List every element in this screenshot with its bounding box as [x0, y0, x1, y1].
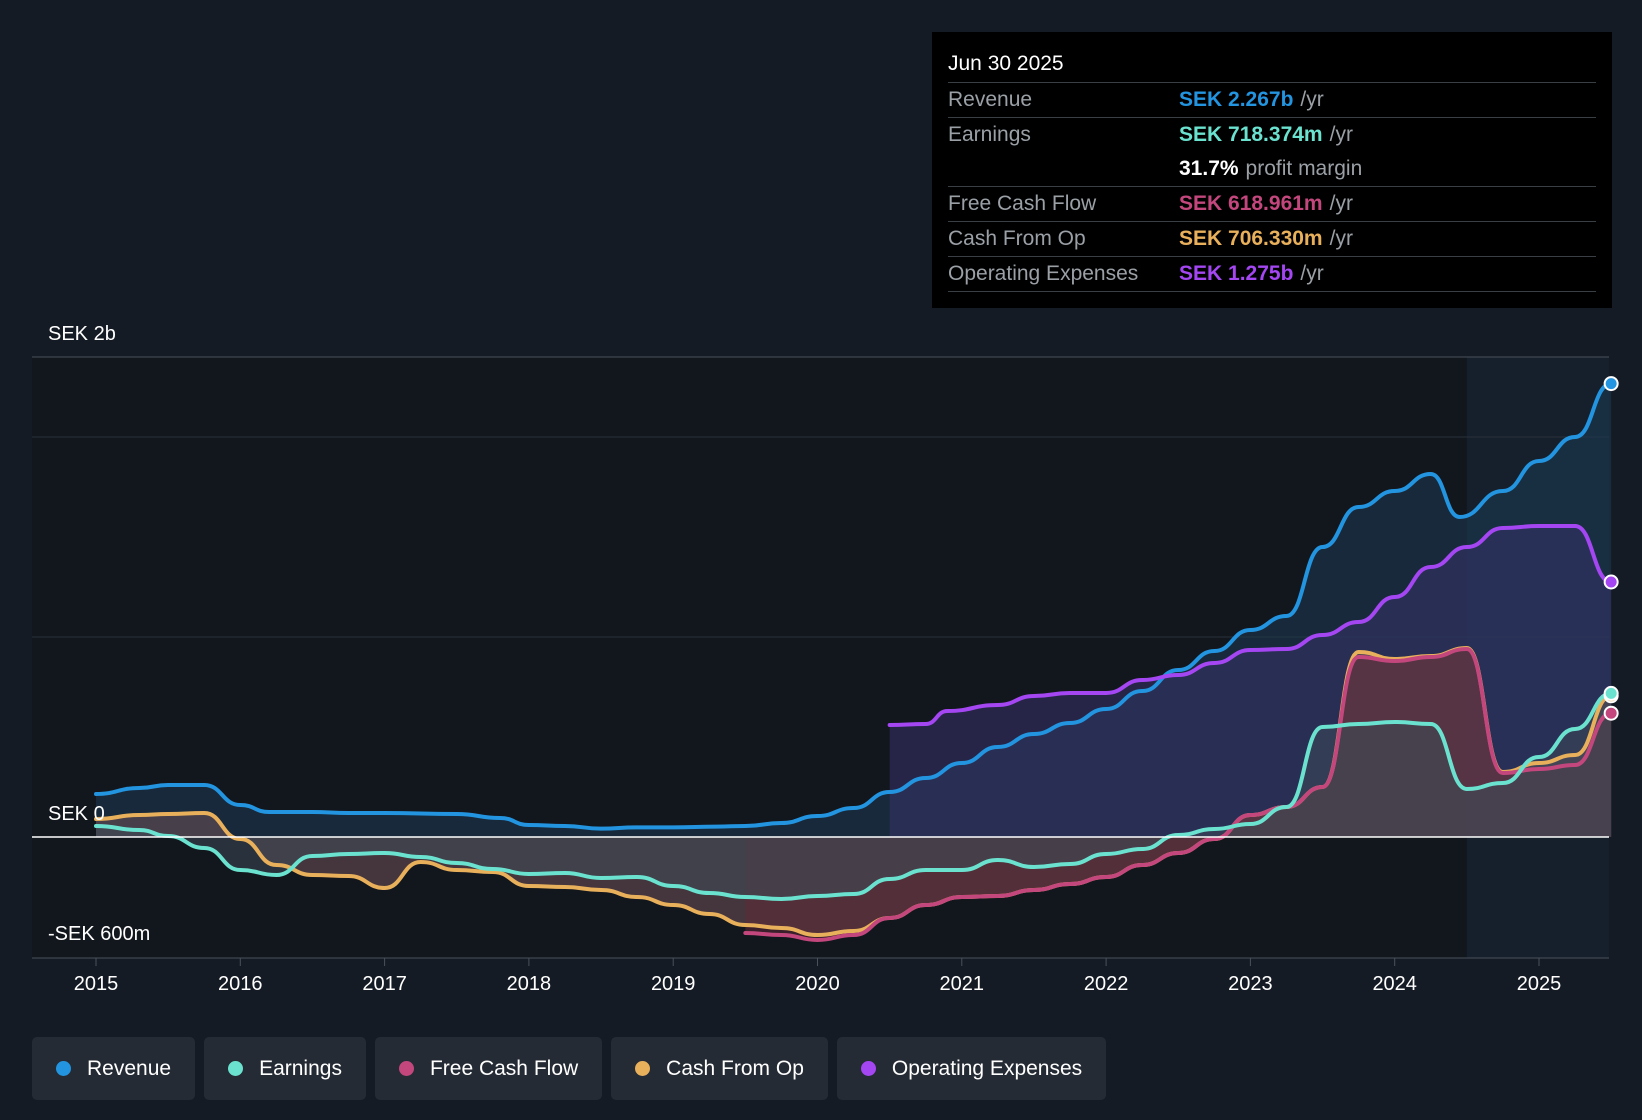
revenue-dot-icon	[56, 1061, 71, 1076]
x-tick-label: 2018	[507, 973, 552, 995]
y-label-zero: SEK 0	[48, 803, 105, 825]
tooltip-value: SEK 718.374m	[1179, 123, 1323, 146]
earnings-area	[96, 693, 1612, 899]
free-cash-flow-endpoint	[1603, 705, 1619, 721]
x-tick-label: 2017	[362, 973, 407, 995]
free-cash-flow-dot-icon	[398, 1061, 414, 1076]
x-tick-label: 2024	[1372, 973, 1417, 995]
tooltip-label: Operating Expenses	[948, 262, 1139, 285]
tooltip-row-opex: Operating Expenses SEK 1.275b /yr	[948, 257, 1596, 292]
legend-item-revenue[interactable]: Revenue	[32, 1037, 196, 1100]
y-label-bottom: -SEK 600m	[48, 923, 150, 945]
x-tick-label: 2016	[218, 973, 263, 995]
tooltip-label: Earnings	[948, 123, 1031, 146]
tooltip-row-earnings: Earnings SEK 718.374m /yr	[948, 118, 1596, 152]
revenue-line	[94, 381, 1614, 831]
tooltip-row-revenue: Revenue SEK 2.267b /yr	[948, 83, 1596, 118]
tooltip-unit: profit margin	[1245, 157, 1363, 180]
earnings-dot-icon	[228, 1061, 244, 1076]
x-tick-label: 2015	[74, 973, 119, 995]
tooltip-unit: /yr	[1329, 192, 1353, 215]
legend-label: Operating Expenses	[891, 1056, 1083, 1080]
legend-label: Cash From Op	[666, 1056, 804, 1080]
series-endpoints	[1603, 376, 1619, 721]
revenue-endpoint	[1603, 376, 1619, 392]
operating-expenses-dot-icon	[860, 1061, 876, 1076]
data-tooltip: Jun 30 2025 Revenue SEK 2.267b /yr Earni…	[932, 32, 1612, 308]
tooltip-row-fcf: Free Cash Flow SEK 618.961m /yr	[948, 187, 1596, 222]
x-tick-label: 2022	[1084, 973, 1129, 995]
tooltip-row-cfo: Cash From Op SEK 706.330m /yr	[948, 222, 1596, 257]
x-tick-label: 2023	[1228, 973, 1273, 995]
legend-label: Free Cash Flow	[429, 1056, 579, 1080]
series-lines	[94, 381, 1614, 942]
tooltip-value: SEK 706.330m	[1179, 227, 1323, 250]
chart-legend: Revenue Earnings Free Cash Flow Cash Fro…	[32, 1037, 1107, 1100]
x-tick-label: 2021	[940, 973, 985, 995]
earnings-line	[94, 691, 1614, 901]
x-axis: 2015 2016 2017 2018 2019 2020 2021 2022 2023 2024…	[74, 958, 1562, 995]
cash-from-op-dot-icon	[635, 1061, 651, 1076]
tooltip-value: SEK 618.961m	[1179, 192, 1323, 215]
tooltip-label: Free Cash Flow	[948, 192, 1097, 215]
legend-label: Revenue	[87, 1056, 172, 1080]
legend-item-cash-from-op[interactable]: Cash From Op	[611, 1037, 828, 1100]
tooltip-value: SEK 2.267b	[1179, 88, 1294, 111]
x-tick-label: 2025	[1517, 973, 1562, 995]
tooltip-unit: /yr	[1300, 88, 1324, 111]
operating-expenses-line	[887, 524, 1614, 727]
tooltip-label: Revenue	[948, 88, 1033, 111]
y-label-top: SEK 2b	[48, 323, 116, 345]
x-tick-label: 2020	[795, 973, 840, 995]
legend-item-earnings[interactable]: Earnings	[204, 1037, 366, 1100]
free-cash-flow-line	[743, 647, 1614, 942]
operating-expenses-endpoint	[1603, 574, 1619, 590]
tooltip-row-margin: 31.7% profit margin	[948, 152, 1596, 187]
tooltip-date: Jun 30 2025	[948, 46, 1596, 83]
x-tick-label: 2019	[651, 973, 696, 995]
tooltip-unit: /yr	[1300, 262, 1324, 285]
tooltip-unit: /yr	[1329, 227, 1353, 250]
tooltip-value: SEK 1.275b	[1179, 262, 1294, 285]
legend-item-free-cash-flow[interactable]: Free Cash Flow	[374, 1037, 603, 1100]
tooltip-label: Cash From Op	[948, 227, 1086, 250]
tooltip-label-empty	[948, 152, 1179, 186]
tooltip-unit: /yr	[1329, 123, 1353, 146]
tooltip-value: 31.7%	[1179, 157, 1239, 180]
earnings-endpoint	[1603, 685, 1619, 701]
legend-item-operating-expenses[interactable]: Operating Expenses	[836, 1037, 1107, 1100]
legend-label: Earnings	[259, 1056, 342, 1080]
